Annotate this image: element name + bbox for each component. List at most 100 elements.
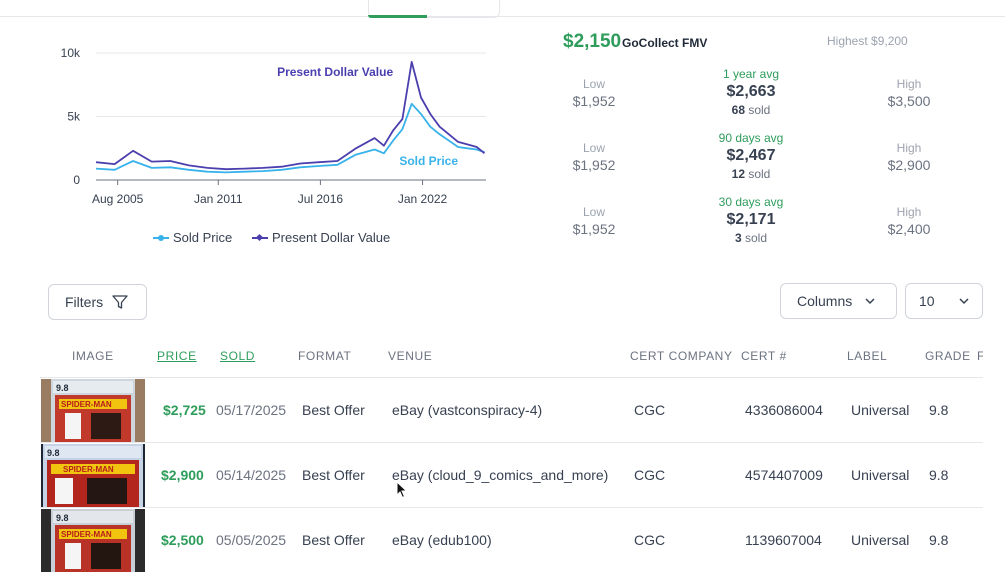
- row-venue[interactable]: eBay (cloud_9_comics_and_more): [392, 467, 609, 483]
- row-cert-company: CGC: [634, 402, 666, 418]
- table-row[interactable]: 9.8 SPIDER-MAN $2,725 05/17/2025 Best Of…: [40, 378, 983, 443]
- row-format: Best Offer: [302, 467, 365, 483]
- col-header-grade: GRADE: [925, 349, 971, 363]
- comic-slab-image: 9.8 SPIDER-MAN: [41, 509, 145, 572]
- columns-dropdown-label: Columns: [797, 293, 853, 309]
- chevron-down-icon: [959, 298, 969, 305]
- col-header-image: IMAGE: [72, 349, 114, 363]
- stat-low-value: $1,952: [572, 93, 616, 109]
- y-tick-label: 10k: [61, 46, 81, 60]
- x-tick-label: Aug 2005: [92, 192, 144, 206]
- stat-high-90d: High $2,900: [854, 141, 964, 175]
- comic-title-text: SPIDER-MAN: [63, 465, 114, 474]
- annotation-present-dollar-value: Present Dollar Value: [277, 65, 393, 79]
- stat-low-label: Low: [582, 141, 605, 155]
- col-header-venue: VENUE: [388, 349, 433, 363]
- stat-avg-label: 1 year avg: [722, 67, 780, 81]
- stat-avg-label: 30 days avg: [718, 195, 784, 209]
- row-cert-number: 4574407009: [745, 467, 823, 483]
- filters-button-label: Filters: [65, 294, 104, 310]
- stat-sold-word: sold: [748, 167, 771, 181]
- col-header-price[interactable]: PRICE: [157, 349, 197, 363]
- col-header-label: LABEL: [847, 349, 888, 363]
- stat-avg-30d: 30 days avg $2,171 3 sold: [696, 195, 806, 245]
- stat-sold-count: 3 sold: [696, 231, 806, 245]
- comic-title-text: SPIDER-MAN: [61, 400, 112, 409]
- col-header-cert-number: CERT #: [741, 349, 787, 363]
- legend-present-dollar-value-label: Present Dollar Value: [272, 230, 391, 245]
- stat-high-1y: High $3,500: [854, 77, 964, 111]
- row-grade: 9.8: [929, 402, 949, 418]
- x-tick-label: Jan 2022: [398, 192, 448, 206]
- row-price: $2,500: [161, 532, 204, 548]
- top-divider: [0, 16, 1005, 17]
- stat-low-1y: Low $1,952: [539, 77, 649, 111]
- row-price: $2,725: [163, 402, 206, 418]
- comic-thumbnail[interactable]: 9.8 SPIDER-MAN: [41, 509, 145, 572]
- row-venue[interactable]: eBay (vastconspiracy-4): [392, 402, 543, 418]
- row-cert-number: 4336086004: [745, 402, 823, 418]
- table-row[interactable]: 9.8 SPIDER-MAN $2,500 05/05/2025 Best Of…: [40, 508, 983, 573]
- stat-avg-1y: 1 year avg $2,663 68 sold: [696, 67, 806, 117]
- stat-high-label: High: [896, 141, 922, 155]
- stat-low-value: $1,952: [572, 221, 616, 237]
- stat-sold-number: 3: [734, 231, 742, 245]
- row-venue[interactable]: eBay (edub100): [392, 532, 492, 548]
- legend-sold-price-swatch: [153, 233, 169, 243]
- legend-sold-price-label: Sold Price: [173, 230, 233, 245]
- stat-sold-count: 12 sold: [696, 167, 806, 181]
- table-row[interactable]: 9.8 SPIDER-MAN $2,900 05/14/2025 Best Of…: [40, 443, 983, 508]
- row-sold-date: 05/17/2025: [216, 402, 287, 418]
- fmv-label: GoCollect FMV: [622, 36, 708, 50]
- fmv-price: $2,150: [563, 31, 622, 52]
- chevron-down-icon: [865, 298, 875, 305]
- stat-low-30d: Low $1,952: [539, 205, 649, 239]
- legend-present-dollar-value-swatch: [252, 233, 268, 243]
- comic-slab-image: 9.8 SPIDER-MAN: [41, 379, 145, 442]
- row-format: Best Offer: [302, 402, 365, 418]
- stat-avg-value: $2,171: [726, 211, 776, 228]
- stat-sold-number: 68: [731, 103, 745, 117]
- stat-high-value: $2,400: [887, 221, 931, 237]
- legend-present-dollar-value[interactable]: Present Dollar Value: [252, 230, 390, 245]
- stat-high-label: High: [896, 205, 922, 219]
- slab-grade-text: 9.8: [56, 383, 69, 393]
- row-cert-company: CGC: [634, 532, 666, 548]
- col-header-sold[interactable]: SOLD: [220, 349, 256, 363]
- comic-slab-image: 9.8 SPIDER-MAN: [41, 444, 145, 507]
- comic-thumbnail[interactable]: 9.8 SPIDER-MAN: [41, 444, 145, 507]
- row-sold-date: 05/14/2025: [216, 467, 287, 483]
- y-tick-label: 0: [73, 173, 80, 187]
- stat-avg-value: $2,663: [726, 83, 776, 100]
- row-grade: 9.8: [929, 467, 949, 483]
- row-cert-company: CGC: [634, 467, 666, 483]
- rows-per-page-select[interactable]: 10: [905, 283, 983, 319]
- slab-grade-text: 9.8: [47, 448, 60, 458]
- row-label: Universal: [851, 467, 910, 483]
- stat-sold-word: sold: [748, 103, 771, 117]
- stat-sold-word: sold: [745, 231, 768, 245]
- stat-avg-value: $2,467: [726, 147, 776, 164]
- y-tick-label: 5k: [67, 110, 81, 124]
- stat-high-value: $2,900: [887, 157, 931, 173]
- row-format: Best Offer: [302, 532, 365, 548]
- stat-sold-count: 68 sold: [696, 103, 806, 117]
- x-tick-label: Jul 2016: [298, 192, 344, 206]
- stat-avg-label: 90 days avg: [718, 131, 784, 145]
- comic-title-text: SPIDER-MAN: [61, 530, 112, 539]
- comic-thumbnail[interactable]: 9.8 SPIDER-MAN: [41, 379, 145, 442]
- price-history-chart: 10k 5k 0 Aug 2005 Jan 2011 Jul 2016 Jan 2022 Pr…: [61, 46, 486, 206]
- filters-button[interactable]: Filters: [48, 284, 147, 320]
- col-header-truncated: F: [977, 349, 983, 363]
- slab-grade-text: 9.8: [56, 513, 69, 523]
- row-sold-date: 05/05/2025: [216, 532, 287, 548]
- stat-high-label: High: [896, 77, 922, 91]
- stat-low-label: Low: [582, 205, 605, 219]
- legend-sold-price[interactable]: Sold Price: [153, 230, 232, 245]
- columns-dropdown[interactable]: Columns: [780, 283, 897, 319]
- tab-group[interactable]: [368, 0, 500, 18]
- row-price: $2,900: [161, 467, 204, 483]
- mouse-cursor-icon: [396, 481, 408, 499]
- col-header-cert-company: CERT COMPANY: [630, 349, 733, 363]
- stat-high-value: $3,500: [887, 93, 931, 109]
